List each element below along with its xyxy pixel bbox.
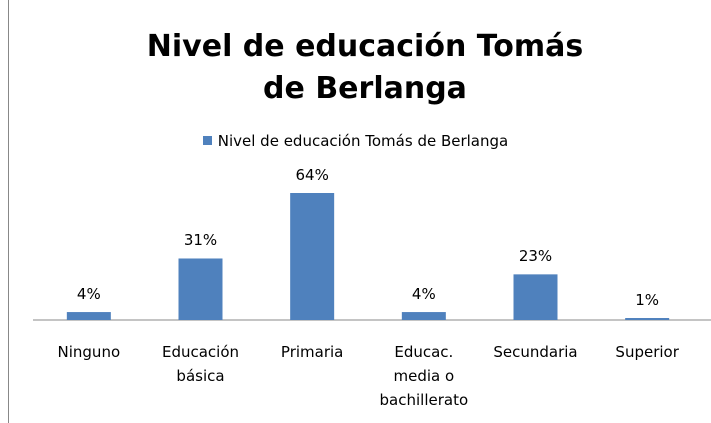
x-tick-label: Ninguno xyxy=(57,343,121,361)
data-label: 64% xyxy=(295,166,329,184)
data-label: 4% xyxy=(76,285,101,304)
legend-label: Nivel de educación Tomás de Berlanga xyxy=(217,132,509,150)
data-label: 4% xyxy=(411,285,436,304)
x-tick-label: Primaria xyxy=(280,343,344,361)
bar xyxy=(290,193,335,320)
chart-title: Nivel de educación Tomás de Berlanga xyxy=(146,29,584,106)
data-label: 31% xyxy=(183,231,218,250)
data-label: 23% xyxy=(518,247,553,266)
x-tick-label: Educac. media o bachillerato xyxy=(379,343,469,409)
legend-swatch xyxy=(202,136,212,145)
legend: Nivel de educación Tomás de Berlanga xyxy=(0,132,711,150)
bar xyxy=(625,318,670,320)
x-tick-label: Secundaria xyxy=(493,343,578,361)
bar xyxy=(178,258,223,320)
bar xyxy=(66,312,111,320)
x-tick-label: Educación básica xyxy=(161,343,240,385)
data-label: 1% xyxy=(635,291,660,310)
bar xyxy=(401,312,446,320)
chart-frame xyxy=(8,0,711,423)
bar xyxy=(513,274,558,320)
x-tick-label: Superior xyxy=(615,343,679,361)
